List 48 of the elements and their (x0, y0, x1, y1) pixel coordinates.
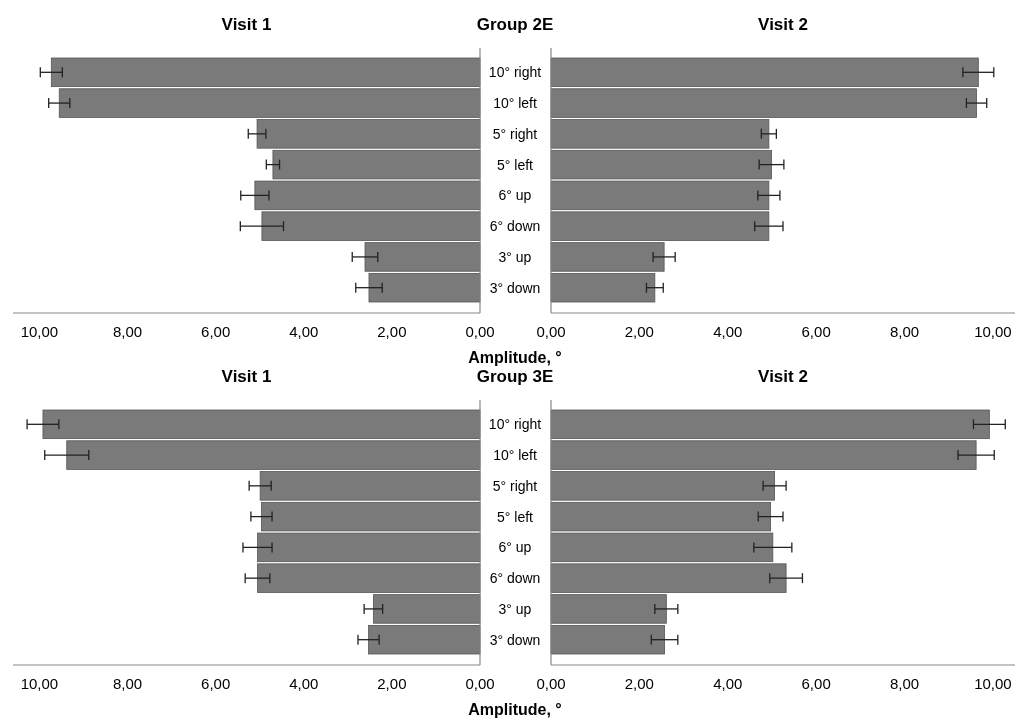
x-tick-label: 8,00 (112, 323, 143, 340)
chart-title: Visit 2 (758, 367, 808, 386)
y-tick-label: 10° left (493, 447, 537, 464)
x-tick-label: 0,00 (465, 323, 495, 340)
x-tick-label: 6,00 (801, 675, 831, 692)
x-tick-label: 8,00 (889, 323, 920, 340)
y-tick-label: 3° down (489, 631, 541, 648)
x-tick-label: 8,00 (889, 675, 920, 692)
chart-title: Visit 2 (758, 15, 808, 34)
x-tick-label: 0,00 (536, 323, 566, 340)
y-tick-label: 10° right (488, 64, 542, 81)
x-tick-label: 10,00 (974, 675, 1012, 692)
x-tick-label: 8,00 (112, 675, 143, 692)
y-tick-label: 10° right (488, 416, 542, 433)
x-tick-label: 0,00 (536, 675, 566, 692)
text: Group 3E (476, 367, 554, 386)
x-tick-label: 2,00 (377, 323, 407, 340)
x-tick-label: 2,00 (624, 675, 654, 692)
x-tick-label: 4,00 (289, 323, 319, 340)
x-tick-label: 4,00 (289, 675, 319, 692)
x-tick-label: 0,00 (465, 675, 495, 692)
y-tick-label: 3° down (489, 279, 541, 296)
y-tick-label: 6° up (498, 187, 532, 204)
y-tick-label: 5° left (497, 508, 534, 525)
y-tick-label: 5° right (492, 125, 538, 142)
y-tick-label: 6° down (489, 570, 541, 587)
x-tick-label: 6,00 (201, 323, 231, 340)
y-tick-label: 3° up (498, 248, 532, 265)
x-tick-label: 2,00 (377, 675, 407, 692)
x-tick-label: 4,00 (713, 323, 743, 340)
x-axis-title: Amplitude, ° (468, 701, 562, 718)
y-tick-label: 5° right (492, 477, 538, 494)
chart-title: Visit 1 (221, 367, 272, 386)
x-tick-label: 10,00 (974, 323, 1012, 340)
chart-title: Visit 1 (221, 15, 272, 34)
x-axis-title: Amplitude, ° (468, 349, 562, 366)
x-tick-label: 2,00 (624, 323, 654, 340)
x-tick-label: 10,00 (20, 675, 59, 692)
y-tick-label: 3° up (498, 600, 532, 617)
x-tick-label: 4,00 (713, 675, 743, 692)
x-tick-label: 10,00 (20, 323, 59, 340)
y-tick-label: 5° left (497, 156, 534, 173)
y-tick-label: 6° up (498, 539, 532, 556)
text: Group 2E (476, 15, 554, 34)
y-tick-label: 10° left (493, 95, 537, 112)
y-tick-label: 6° down (489, 218, 541, 235)
x-tick-label: 6,00 (801, 323, 831, 340)
x-tick-label: 6,00 (201, 675, 231, 692)
